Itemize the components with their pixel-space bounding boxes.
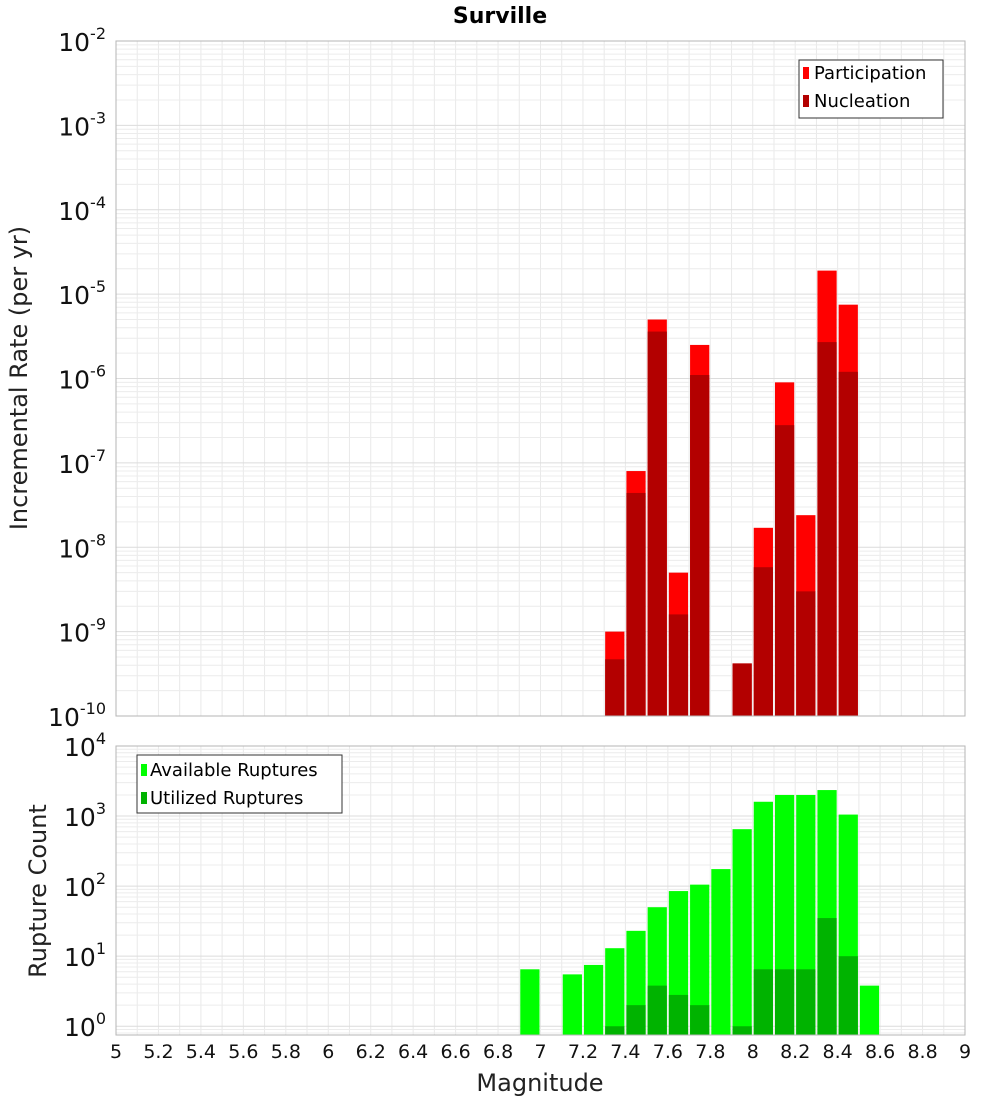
count-bar-a	[859, 985, 880, 1035]
legend-label-utilized: Utilized Ruptures	[150, 788, 303, 809]
x-tick-label: 6.4	[398, 1041, 428, 1063]
x-tick-label: 6.2	[356, 1041, 386, 1063]
legend-label-available: Available Ruptures	[150, 760, 318, 781]
legend-swatch-available	[141, 764, 147, 776]
legend-label-nucleation: Nucleation	[814, 91, 910, 112]
top-grid	[115, 41, 966, 717]
legend-swatch-utilized	[141, 792, 147, 804]
y-tick-label: 10-9	[58, 615, 106, 648]
count-bar-b	[668, 994, 689, 1035]
top-panel: 10-10 10-9 10-8 10-7 10-6 10-5 10-4 10-3 10-2 In…	[5, 24, 966, 732]
rate-bar-b	[817, 342, 837, 716]
count-bar-b	[753, 969, 773, 1035]
y-tick-label: 10-5	[58, 277, 106, 310]
top-legend-box	[798, 59, 944, 119]
x-tick-label: 8.4	[823, 1041, 853, 1063]
x-tick-label: 5.2	[143, 1041, 173, 1063]
rate-bar-b	[605, 659, 625, 716]
count-bar-b	[774, 969, 795, 1035]
y-tick-label: 100	[64, 1009, 106, 1042]
count-bar-a	[583, 964, 604, 1035]
count-bar-b	[732, 1026, 752, 1035]
count-bar-b	[647, 985, 667, 1035]
x-axis-label: Magnitude	[476, 1069, 603, 1097]
rate-bar-b	[753, 567, 773, 716]
legend-swatch-nucleation	[803, 95, 809, 107]
bottom-y-tick-labels: 100 101 102 103 104	[64, 729, 106, 1042]
bottom-y-axis-label: Rupture Count	[24, 804, 52, 978]
x-tick-label: 7.4	[610, 1041, 640, 1063]
count-bar-b	[817, 918, 837, 1035]
count-bar-a	[605, 948, 625, 1035]
x-tick-label: 5.4	[186, 1041, 216, 1063]
x-tick-label: 6.6	[440, 1041, 470, 1063]
y-tick-label: 10-3	[58, 108, 106, 141]
x-tick-label: 7	[534, 1041, 546, 1063]
top-bars	[605, 270, 858, 716]
rate-bar-b	[690, 375, 710, 716]
rate-bar-b	[838, 371, 858, 716]
y-tick-label: 10-2	[58, 24, 106, 57]
count-bar-b	[605, 1026, 625, 1035]
y-tick-label: 10-4	[58, 193, 106, 226]
x-tick-label: 7.6	[653, 1041, 683, 1063]
top-y-tick-labels: 10-10 10-9 10-8 10-7 10-6 10-5 10-4 10-3 10-2	[48, 24, 106, 732]
count-bar-b	[796, 969, 816, 1035]
count-bar-a	[732, 829, 752, 1035]
count-bar-b	[626, 1005, 646, 1035]
rate-bar-b	[668, 614, 689, 716]
bottom-plot-border	[115, 745, 966, 1036]
x-tick-label: 7.8	[695, 1041, 725, 1063]
x-tick-label: 6	[322, 1041, 334, 1063]
bottom-panel: 100 101 102 103 104 5 5.2 5.4 5.6 5.8 6 6.2 6.4 6.6 6…	[24, 729, 971, 1097]
legend-swatch-participation	[803, 67, 809, 79]
x-tick-label: 8.2	[780, 1041, 810, 1063]
bottom-bars	[520, 790, 880, 1035]
x-tick-label: 6.8	[483, 1041, 513, 1063]
count-bar-a	[690, 884, 710, 1035]
x-tick-label: 7.2	[568, 1041, 598, 1063]
top-legend: Participation Nucleation	[798, 59, 944, 119]
count-bar-a	[562, 974, 582, 1035]
count-bar-b	[838, 956, 858, 1035]
x-tick-label: 8	[747, 1041, 759, 1063]
bottom-legend: Available Ruptures Utilized Ruptures	[136, 754, 343, 814]
bottom-legend-box	[136, 754, 343, 814]
x-tick-label: 5.8	[271, 1041, 301, 1063]
top-y-axis-label: Incremental Rate (per yr)	[5, 226, 33, 530]
x-tick-label: 9	[959, 1041, 971, 1063]
count-bar-b	[690, 1005, 710, 1035]
x-tick-label: 8.6	[865, 1041, 895, 1063]
rate-bar-b	[626, 492, 646, 716]
rate-bar-b	[732, 663, 752, 716]
count-bar-a	[711, 869, 731, 1035]
y-tick-label: 10-6	[58, 362, 106, 395]
rate-bar-b	[774, 425, 795, 716]
y-tick-label: 101	[64, 939, 106, 972]
chart-title: Surville	[453, 4, 547, 29]
rate-bar-b	[796, 591, 816, 716]
rate-bar-b	[647, 331, 667, 716]
x-tick-label: 5	[110, 1041, 122, 1063]
x-tick-labels: 5 5.2 5.4 5.6 5.8 6 6.2 6.4 6.6 6.8 7 7.2 7.4 7.6 7.8 8…	[110, 1041, 971, 1063]
y-tick-label: 103	[64, 799, 106, 832]
top-plot-border	[115, 40, 966, 717]
y-tick-label: 10-10	[48, 699, 106, 732]
x-tick-label: 8.8	[907, 1041, 937, 1063]
count-bar-a	[520, 969, 540, 1035]
x-tick-label: 5.6	[228, 1041, 258, 1063]
y-tick-label: 10-7	[58, 446, 106, 479]
y-tick-label: 10-8	[58, 530, 106, 563]
y-tick-label: 102	[64, 869, 106, 902]
y-tick-label: 104	[64, 729, 106, 762]
legend-label-participation: Participation	[814, 63, 926, 84]
